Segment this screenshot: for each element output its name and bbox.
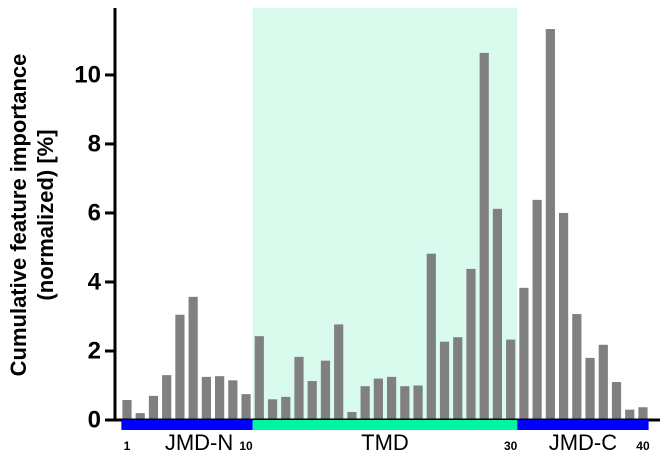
bar [228,380,238,420]
bar [373,378,383,420]
bar [453,337,463,420]
bar [148,395,159,420]
bar [307,381,317,420]
bar [294,356,304,420]
bar [466,268,476,420]
bar [400,386,410,420]
region-label: JMD-N [165,430,233,455]
bar [122,399,132,420]
bar [625,409,635,420]
bar [413,385,423,420]
bar [267,399,278,420]
bar [426,253,436,420]
bar [360,386,370,420]
bar [135,413,145,420]
bar [545,29,555,420]
bar [532,199,542,420]
x-tick-label: 40 [636,439,650,453]
bar [585,357,595,420]
bar [347,412,357,420]
bar [215,376,225,420]
bar [334,324,344,420]
bar [611,382,622,420]
y-tick-label: 0 [88,406,101,433]
bar [254,336,264,420]
y-tick-label: 6 [88,199,101,226]
bar [598,344,608,420]
region-strip [121,420,253,430]
region-strip [517,420,649,430]
x-tick-label: 10 [239,439,253,453]
region-label: JMD-C [549,430,618,455]
y-tick-label: 10 [74,61,101,88]
y-tick-label: 8 [88,130,101,157]
bar [175,314,185,420]
bar [558,212,569,420]
bar [281,396,291,420]
bar [188,296,198,420]
y-axis-label: Cumulative feature importance [6,54,31,377]
bar [201,376,211,420]
bar [439,341,450,420]
bar [492,208,503,420]
x-tick-label: 1 [124,439,131,453]
bar [479,52,489,421]
bar [638,407,648,420]
y-tick-label: 4 [88,268,102,295]
bar [387,376,397,420]
bar [162,375,172,420]
bar [320,360,331,420]
region-shade [252,8,518,420]
x-tick-label: 30 [504,439,518,453]
region-strip [252,420,518,430]
region-label: TMD [361,430,409,455]
bar [519,287,529,420]
bar [572,314,582,420]
bar [506,339,516,420]
y-axis-label: (normalized) [%] [33,129,58,300]
y-tick-label: 2 [88,337,101,364]
bar [241,394,251,420]
